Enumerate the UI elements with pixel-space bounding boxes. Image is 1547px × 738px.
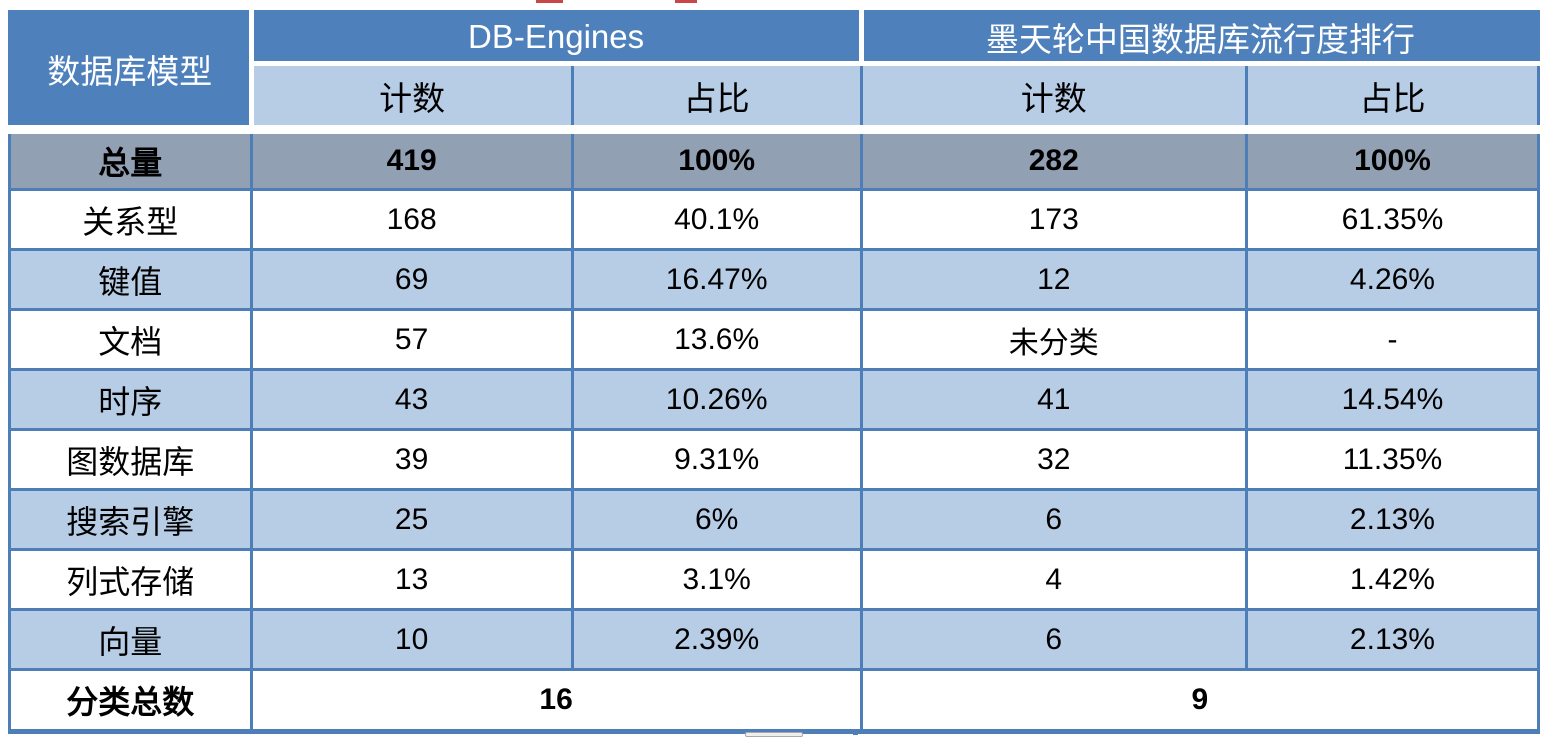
cropped-red-text-fragment bbox=[675, 0, 697, 3]
modb-count-cell: 12 bbox=[859, 248, 1248, 311]
table-row-category-total: 分类总数 16 9 bbox=[8, 668, 1541, 734]
modb-count-cell: 未分类 bbox=[859, 308, 1248, 371]
db-engines-count-cell: 43 bbox=[249, 368, 574, 431]
row-label: 列式存储 bbox=[8, 548, 253, 611]
db-engines-share-cell: 10.26% bbox=[570, 368, 863, 431]
modb-count-cell: 32 bbox=[859, 428, 1248, 491]
modb-share-cell: - bbox=[1244, 308, 1541, 371]
table-row: 向量 10 2.39% 6 2.13% bbox=[8, 608, 1541, 671]
modb-share-cell: 14.54% bbox=[1244, 368, 1541, 431]
db-engines-count-cell: 69 bbox=[249, 248, 574, 311]
db-engines-share-cell: 40.1% bbox=[570, 188, 863, 251]
modb-share-cell: 100% bbox=[1244, 128, 1541, 191]
db-engines-count-cell: 168 bbox=[249, 188, 574, 251]
cropped-red-text-fragment bbox=[536, 0, 563, 3]
horizontal-scrollbar-fragment[interactable] bbox=[745, 732, 803, 737]
modb-count-cell: 6 bbox=[859, 608, 1248, 671]
share-subheader: 占比 bbox=[570, 62, 863, 134]
sub-header-row: 计数 占比 计数 占比 bbox=[10, 62, 1541, 134]
row-label: 关系型 bbox=[8, 188, 253, 251]
db-engines-count-cell: 25 bbox=[249, 488, 574, 551]
table-row: 图数据库 39 9.31% 32 11.35% bbox=[8, 428, 1541, 491]
modb-group-header: 墨天轮中国数据库流行度排行 bbox=[859, 10, 1541, 66]
table-row: 时序 43 10.26% 41 14.54% bbox=[8, 368, 1541, 431]
share-subheader: 占比 bbox=[1244, 62, 1541, 134]
modb-share-cell: 11.35% bbox=[1244, 428, 1541, 491]
db-engines-share-cell: 2.39% bbox=[570, 608, 863, 671]
modb-count-cell: 6 bbox=[859, 488, 1248, 551]
modb-share-cell: 2.13% bbox=[1244, 608, 1541, 671]
modb-share-cell: 2.13% bbox=[1244, 488, 1541, 551]
table-row-total: 总量 419 100% 282 100% bbox=[8, 128, 1541, 191]
modb-count-cell: 41 bbox=[859, 368, 1248, 431]
database-model-comparison-table: 数据库模型 DB-Engines 墨天轮中国数据库流行度排行 计数 占比 计数 … bbox=[8, 10, 1541, 734]
row-label: 图数据库 bbox=[8, 428, 253, 491]
modb-count-cell: 282 bbox=[859, 128, 1248, 191]
db-engines-count-cell: 419 bbox=[249, 128, 574, 191]
table-row: 关系型 168 40.1% 173 61.35% bbox=[8, 188, 1541, 251]
row-label: 时序 bbox=[8, 368, 253, 431]
db-engines-share-cell: 3.1% bbox=[570, 548, 863, 611]
modb-category-total: 9 bbox=[859, 668, 1541, 734]
table-row: 搜索引擎 25 6% 6 2.13% bbox=[8, 488, 1541, 551]
db-engines-count-cell: 13 bbox=[249, 548, 574, 611]
row-label: 键值 bbox=[8, 248, 253, 311]
group-header-row: 数据库模型 DB-Engines 墨天轮中国数据库流行度排行 bbox=[8, 10, 1541, 134]
db-engines-group-header: DB-Engines bbox=[248, 10, 864, 66]
db-engines-category-total: 16 bbox=[249, 668, 863, 734]
db-engines-share-cell: 6% bbox=[570, 488, 863, 551]
table-row: 列式存储 13 3.1% 4 1.42% bbox=[8, 548, 1541, 611]
db-engines-count-cell: 39 bbox=[249, 428, 574, 491]
modb-count-cell: 173 bbox=[859, 188, 1248, 251]
database-model-header: 数据库模型 bbox=[8, 10, 254, 134]
modb-count-cell: 4 bbox=[859, 548, 1248, 611]
row-label: 向量 bbox=[8, 608, 253, 671]
table-border-stub bbox=[853, 729, 858, 735]
db-engines-share-cell: 16.47% bbox=[570, 248, 863, 311]
modb-share-cell: 1.42% bbox=[1244, 548, 1541, 611]
row-label: 文档 bbox=[8, 308, 253, 371]
modb-share-cell: 4.26% bbox=[1244, 248, 1541, 311]
table-row: 文档 57 13.6% 未分类 - bbox=[8, 308, 1541, 371]
category-total-label: 分类总数 bbox=[8, 668, 253, 734]
table-row: 键值 69 16.47% 12 4.26% bbox=[8, 248, 1541, 311]
count-subheader: 计数 bbox=[859, 62, 1248, 134]
db-engines-count-cell: 10 bbox=[249, 608, 574, 671]
row-label: 搜索引擎 bbox=[8, 488, 253, 551]
row-label: 总量 bbox=[8, 128, 253, 191]
db-engines-share-cell: 100% bbox=[570, 128, 863, 191]
modb-share-cell: 61.35% bbox=[1244, 188, 1541, 251]
db-engines-share-cell: 13.6% bbox=[570, 308, 863, 371]
count-subheader: 计数 bbox=[249, 62, 574, 134]
db-engines-share-cell: 9.31% bbox=[570, 428, 863, 491]
db-engines-count-cell: 57 bbox=[249, 308, 574, 371]
